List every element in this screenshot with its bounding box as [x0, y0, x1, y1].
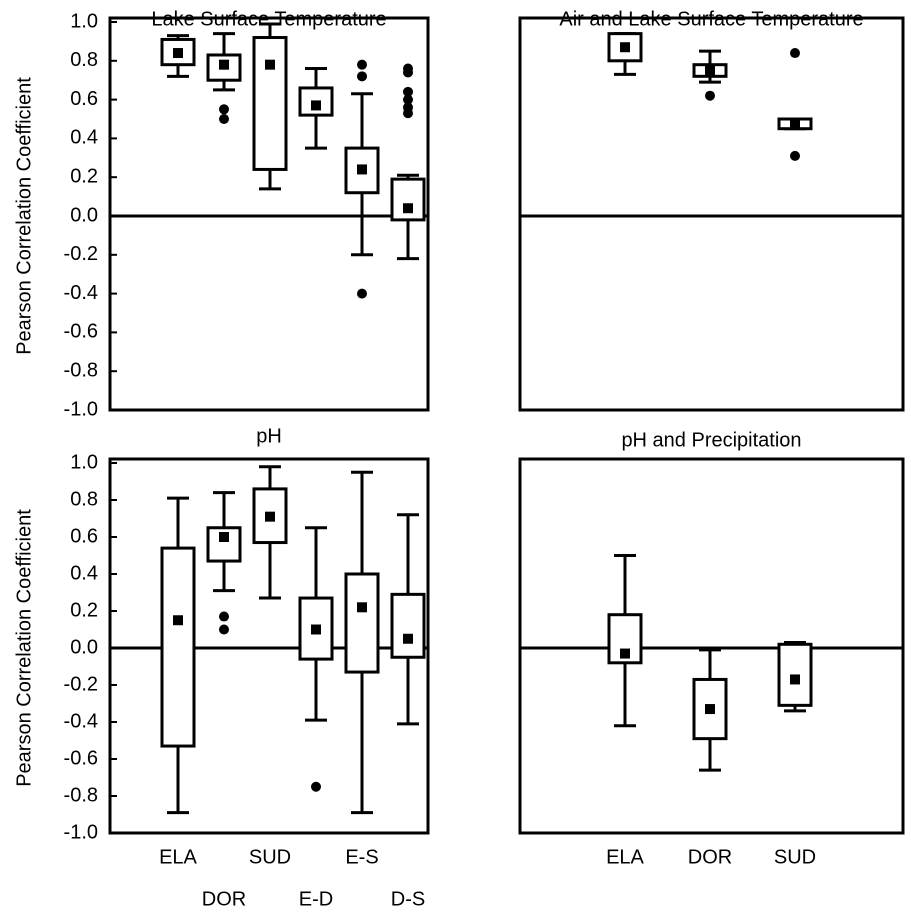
box: [344, 572, 380, 674]
y-tick-label: 0.4: [70, 562, 98, 584]
y-tick-label: 0.0: [70, 204, 98, 226]
outlier: [219, 114, 229, 124]
y-tick-label: -0.2: [64, 673, 98, 695]
outlier: [403, 67, 413, 78]
outlier: [357, 59, 367, 70]
chart-title: Air and Lake Surface Temperature: [559, 8, 863, 30]
outlier: [219, 611, 229, 622]
x-tick-label: E-D: [299, 888, 333, 910]
y-axis-label: Pearson Correlation Coefficient: [13, 77, 35, 355]
chart-title: pH: [256, 425, 282, 447]
y-tick-label: -0.6: [64, 747, 98, 769]
y-tick-label: 0.8: [70, 488, 98, 510]
outlier: [311, 781, 321, 792]
y-tick-label: 1.0: [70, 451, 98, 473]
plot-frame: [518, 457, 905, 835]
mean-marker: [620, 42, 630, 53]
y-tick-label: -0.4: [64, 710, 98, 732]
y-tick-label: 0.2: [70, 165, 98, 187]
chart-title: Lake Surface Temperature: [151, 8, 386, 30]
outlier: [790, 48, 800, 59]
x-tick-label: DOR: [202, 888, 246, 910]
outlier: [357, 288, 367, 299]
y-tick-label: 0.4: [70, 127, 98, 149]
y-tick-label: -0.2: [64, 243, 98, 265]
y-axis-label: Pearson Correlation Coefficient: [13, 509, 35, 787]
mean-marker: [173, 615, 183, 626]
outlier: [403, 94, 413, 105]
chart-title: pH and Precipitation: [621, 429, 801, 451]
plot-frame: [518, 16, 905, 412]
x-tick-label: E-S: [345, 846, 378, 868]
box: [777, 642, 813, 707]
outlier: [219, 624, 229, 635]
mean-marker: [403, 203, 413, 214]
y-tick-label: 0.6: [70, 88, 98, 110]
outlier: [357, 71, 367, 82]
y-tick-label: -0.8: [64, 784, 98, 806]
y-tick-label: -1.0: [64, 821, 98, 843]
mean-marker: [620, 648, 630, 659]
y-tick-label: 0.2: [70, 599, 98, 621]
y-tick-label: 0.0: [70, 636, 98, 658]
x-tick-label: SUD: [249, 846, 291, 868]
plot-frame: [108, 16, 430, 412]
mean-marker: [173, 48, 183, 59]
mean-marker: [219, 59, 229, 70]
mean-marker: [265, 511, 275, 522]
mean-marker: [265, 59, 275, 70]
mean-marker: [357, 602, 367, 613]
mean-marker: [790, 119, 800, 130]
y-tick-label: 0.8: [70, 49, 98, 71]
box: [390, 592, 426, 659]
outlier: [705, 90, 715, 101]
y-tick-label: -0.8: [64, 359, 98, 381]
mean-marker: [705, 65, 715, 76]
mean-marker: [311, 624, 321, 635]
y-tick-label: -1.0: [64, 398, 98, 420]
plot-frame: [108, 457, 430, 835]
x-tick-label: D-S: [391, 888, 425, 910]
box: [160, 546, 196, 748]
y-tick-label: -0.4: [64, 282, 98, 304]
mean-marker: [357, 164, 367, 175]
x-tick-label: SUD: [774, 846, 816, 868]
x-tick-label: ELA: [159, 846, 197, 868]
outlier: [790, 150, 800, 161]
mean-marker: [790, 674, 800, 685]
y-tick-label: 0.6: [70, 525, 98, 547]
mean-marker: [219, 532, 229, 542]
outlier: [403, 86, 413, 97]
mean-marker: [705, 704, 715, 715]
box: [252, 36, 288, 171]
y-tick-label: -0.6: [64, 321, 98, 343]
x-tick-label: ELA: [606, 846, 644, 868]
outlier: [219, 104, 229, 115]
x-tick-label: DOR: [688, 846, 732, 868]
mean-marker: [311, 100, 321, 111]
y-tick-label: 1.0: [70, 10, 98, 32]
box: [390, 177, 426, 222]
mean-marker: [403, 633, 413, 644]
outlier: [403, 108, 413, 119]
